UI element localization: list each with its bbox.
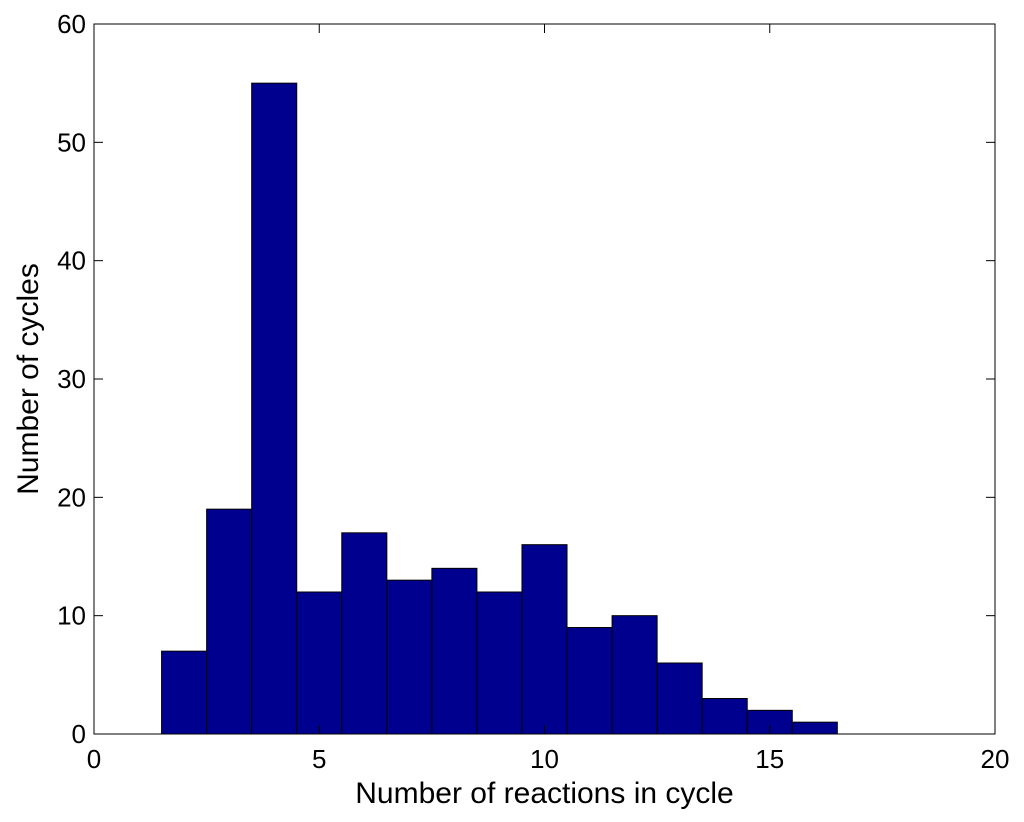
x-tick-label: 10 (530, 744, 559, 774)
histogram-bar (566, 627, 613, 735)
y-tick-label: 30 (57, 364, 86, 394)
x-axis-label: Number of reactions in cycle (355, 777, 734, 810)
ticks-group: 0 5 10 15 20 0 10 20 30 40 50 60 (57, 9, 1009, 774)
bars-group (161, 82, 838, 735)
y-tick-label: 40 (57, 246, 86, 276)
y-tick-label: 0 (72, 719, 86, 749)
histogram-bar (791, 721, 838, 735)
histogram-bar (476, 591, 523, 735)
histogram-bar (521, 544, 568, 735)
histogram-bar (206, 508, 253, 735)
histogram-bar (611, 615, 658, 735)
y-tick-label: 50 (57, 127, 86, 157)
histogram-bar (431, 567, 478, 735)
y-tick-label: 20 (57, 482, 86, 512)
y-tick-label: 60 (57, 9, 86, 39)
histogram-bar (251, 82, 298, 735)
x-tick-label: 15 (755, 744, 784, 774)
histogram-bar (386, 579, 433, 735)
histogram-bar (701, 698, 748, 735)
x-tick-label: 5 (312, 744, 326, 774)
histogram-bar (161, 650, 208, 735)
y-tick-label: 10 (57, 601, 86, 631)
x-tick-label: 0 (87, 744, 101, 774)
y-axis-label: Number of cycles (12, 263, 45, 495)
x-tick-label: 20 (981, 744, 1010, 774)
histogram-bar (656, 662, 703, 735)
histogram-bar (341, 532, 388, 735)
histogram-bar (296, 591, 343, 735)
